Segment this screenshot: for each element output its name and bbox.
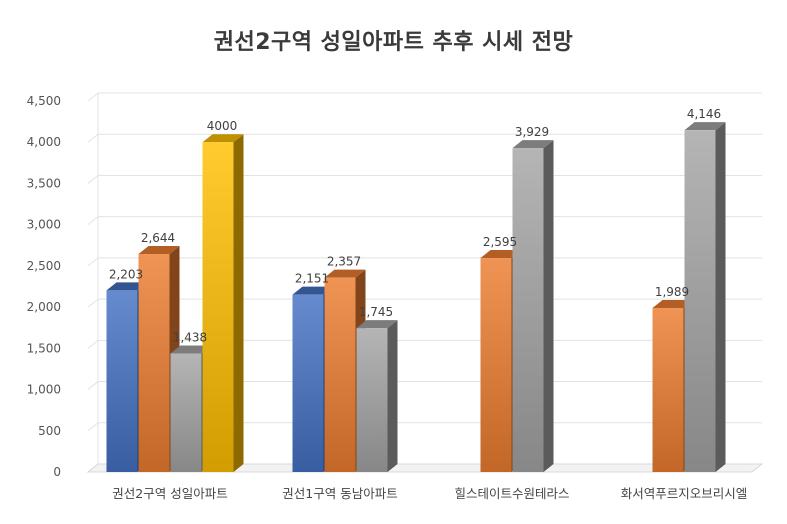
- bar-group-4-bar-2-top: [684, 122, 726, 131]
- data-label: 4000: [207, 119, 238, 133]
- gridline-depth: [87, 175, 99, 184]
- bar-group-1-bar-2: [138, 254, 170, 472]
- labels-layer: 0 500 1,000 1,500 2,000 2,500 3,000 3,500 4,000 4…: [27, 94, 748, 501]
- bar-group-2-bar-2-top: [324, 269, 366, 278]
- gridline-depth: [87, 92, 99, 102]
- data-label: 4,146: [687, 107, 721, 121]
- bar-group-1-bar-1-top: [106, 282, 148, 291]
- data-label: 2,203: [109, 267, 143, 281]
- bar-group-3-bar-1: [480, 258, 512, 472]
- y-tick-label: 3,000: [27, 218, 61, 232]
- x-category-label: 화서역푸르지오브리시엘: [621, 486, 748, 501]
- bar-group-1-bar-4: [202, 142, 234, 472]
- y-tick-label: 2,500: [27, 259, 61, 273]
- data-label: 2,151: [295, 272, 329, 286]
- bar-group-2-bar-3-side: [387, 320, 398, 472]
- y-tick-label: 1,000: [27, 383, 61, 397]
- y-tick-label: 2,000: [27, 300, 61, 314]
- gridline-depth: [87, 216, 99, 226]
- bar-group-4-bar-2: [684, 130, 716, 472]
- bar-group-1-bar-2-top: [138, 246, 180, 255]
- bar-group-1-bar-1: [106, 290, 138, 472]
- gridline-depth: [87, 422, 99, 432]
- gridline-depth: [87, 257, 99, 267]
- x-category-label: 권선2구역 성일아파트: [112, 486, 227, 501]
- bar-group-2-bar-2: [324, 277, 356, 472]
- data-label: 1,438: [173, 330, 207, 344]
- bar-group-2-bar-1: [292, 294, 324, 472]
- bar-group-4-bar-1: [652, 308, 684, 472]
- x-category-label: 권선1구역 동남아파트: [282, 486, 397, 501]
- bar-group-1-bar-3-top: [170, 345, 212, 354]
- data-label: 1,745: [359, 305, 393, 319]
- x-category-label: 힐스테이트수원테라스: [454, 486, 569, 501]
- bar-group-3-bar-2-top: [512, 140, 554, 149]
- bar-group-4-bar-1-top: [652, 300, 694, 309]
- data-label: 1,989: [655, 285, 689, 299]
- y-tick-label: 4,000: [27, 135, 61, 149]
- data-label: 2,644: [141, 231, 175, 245]
- y-tick-label: 0: [53, 465, 61, 479]
- gridline-depth: [87, 298, 99, 308]
- gridline-depth: [87, 381, 99, 390]
- bar-group-3-bar-1-top: [480, 250, 522, 259]
- bar-group-4-bar-2-side: [715, 122, 726, 472]
- bar-group-1-bar-4-side: [233, 134, 244, 472]
- y-tick-label: 3,500: [27, 176, 61, 190]
- y-tick-label: 1,500: [27, 341, 61, 355]
- y-tick-label: 500: [38, 424, 61, 438]
- bar-group-3-bar-2-side: [543, 140, 554, 472]
- bar-group-2-bar-1-top: [292, 286, 334, 295]
- bar-group-2-bar-3-top: [356, 320, 398, 329]
- data-label: 2,595: [483, 235, 517, 249]
- gridline-depth: [87, 339, 99, 349]
- data-label: 2,357: [327, 255, 361, 269]
- bar-group-3-bar-2: [512, 148, 544, 472]
- bars-layer: [106, 122, 726, 472]
- y-tick-label: 4,500: [27, 94, 61, 108]
- chart-title: 권선2구역 성일아파트 추후 시세 전망: [213, 30, 574, 55]
- gridline-depth: [87, 133, 99, 143]
- data-label: 3,929: [515, 125, 549, 139]
- bar-group-1-bar-3: [170, 353, 202, 472]
- bar-group-2-bar-3: [356, 328, 388, 472]
- bar-group-1-bar-4-top: [202, 134, 244, 143]
